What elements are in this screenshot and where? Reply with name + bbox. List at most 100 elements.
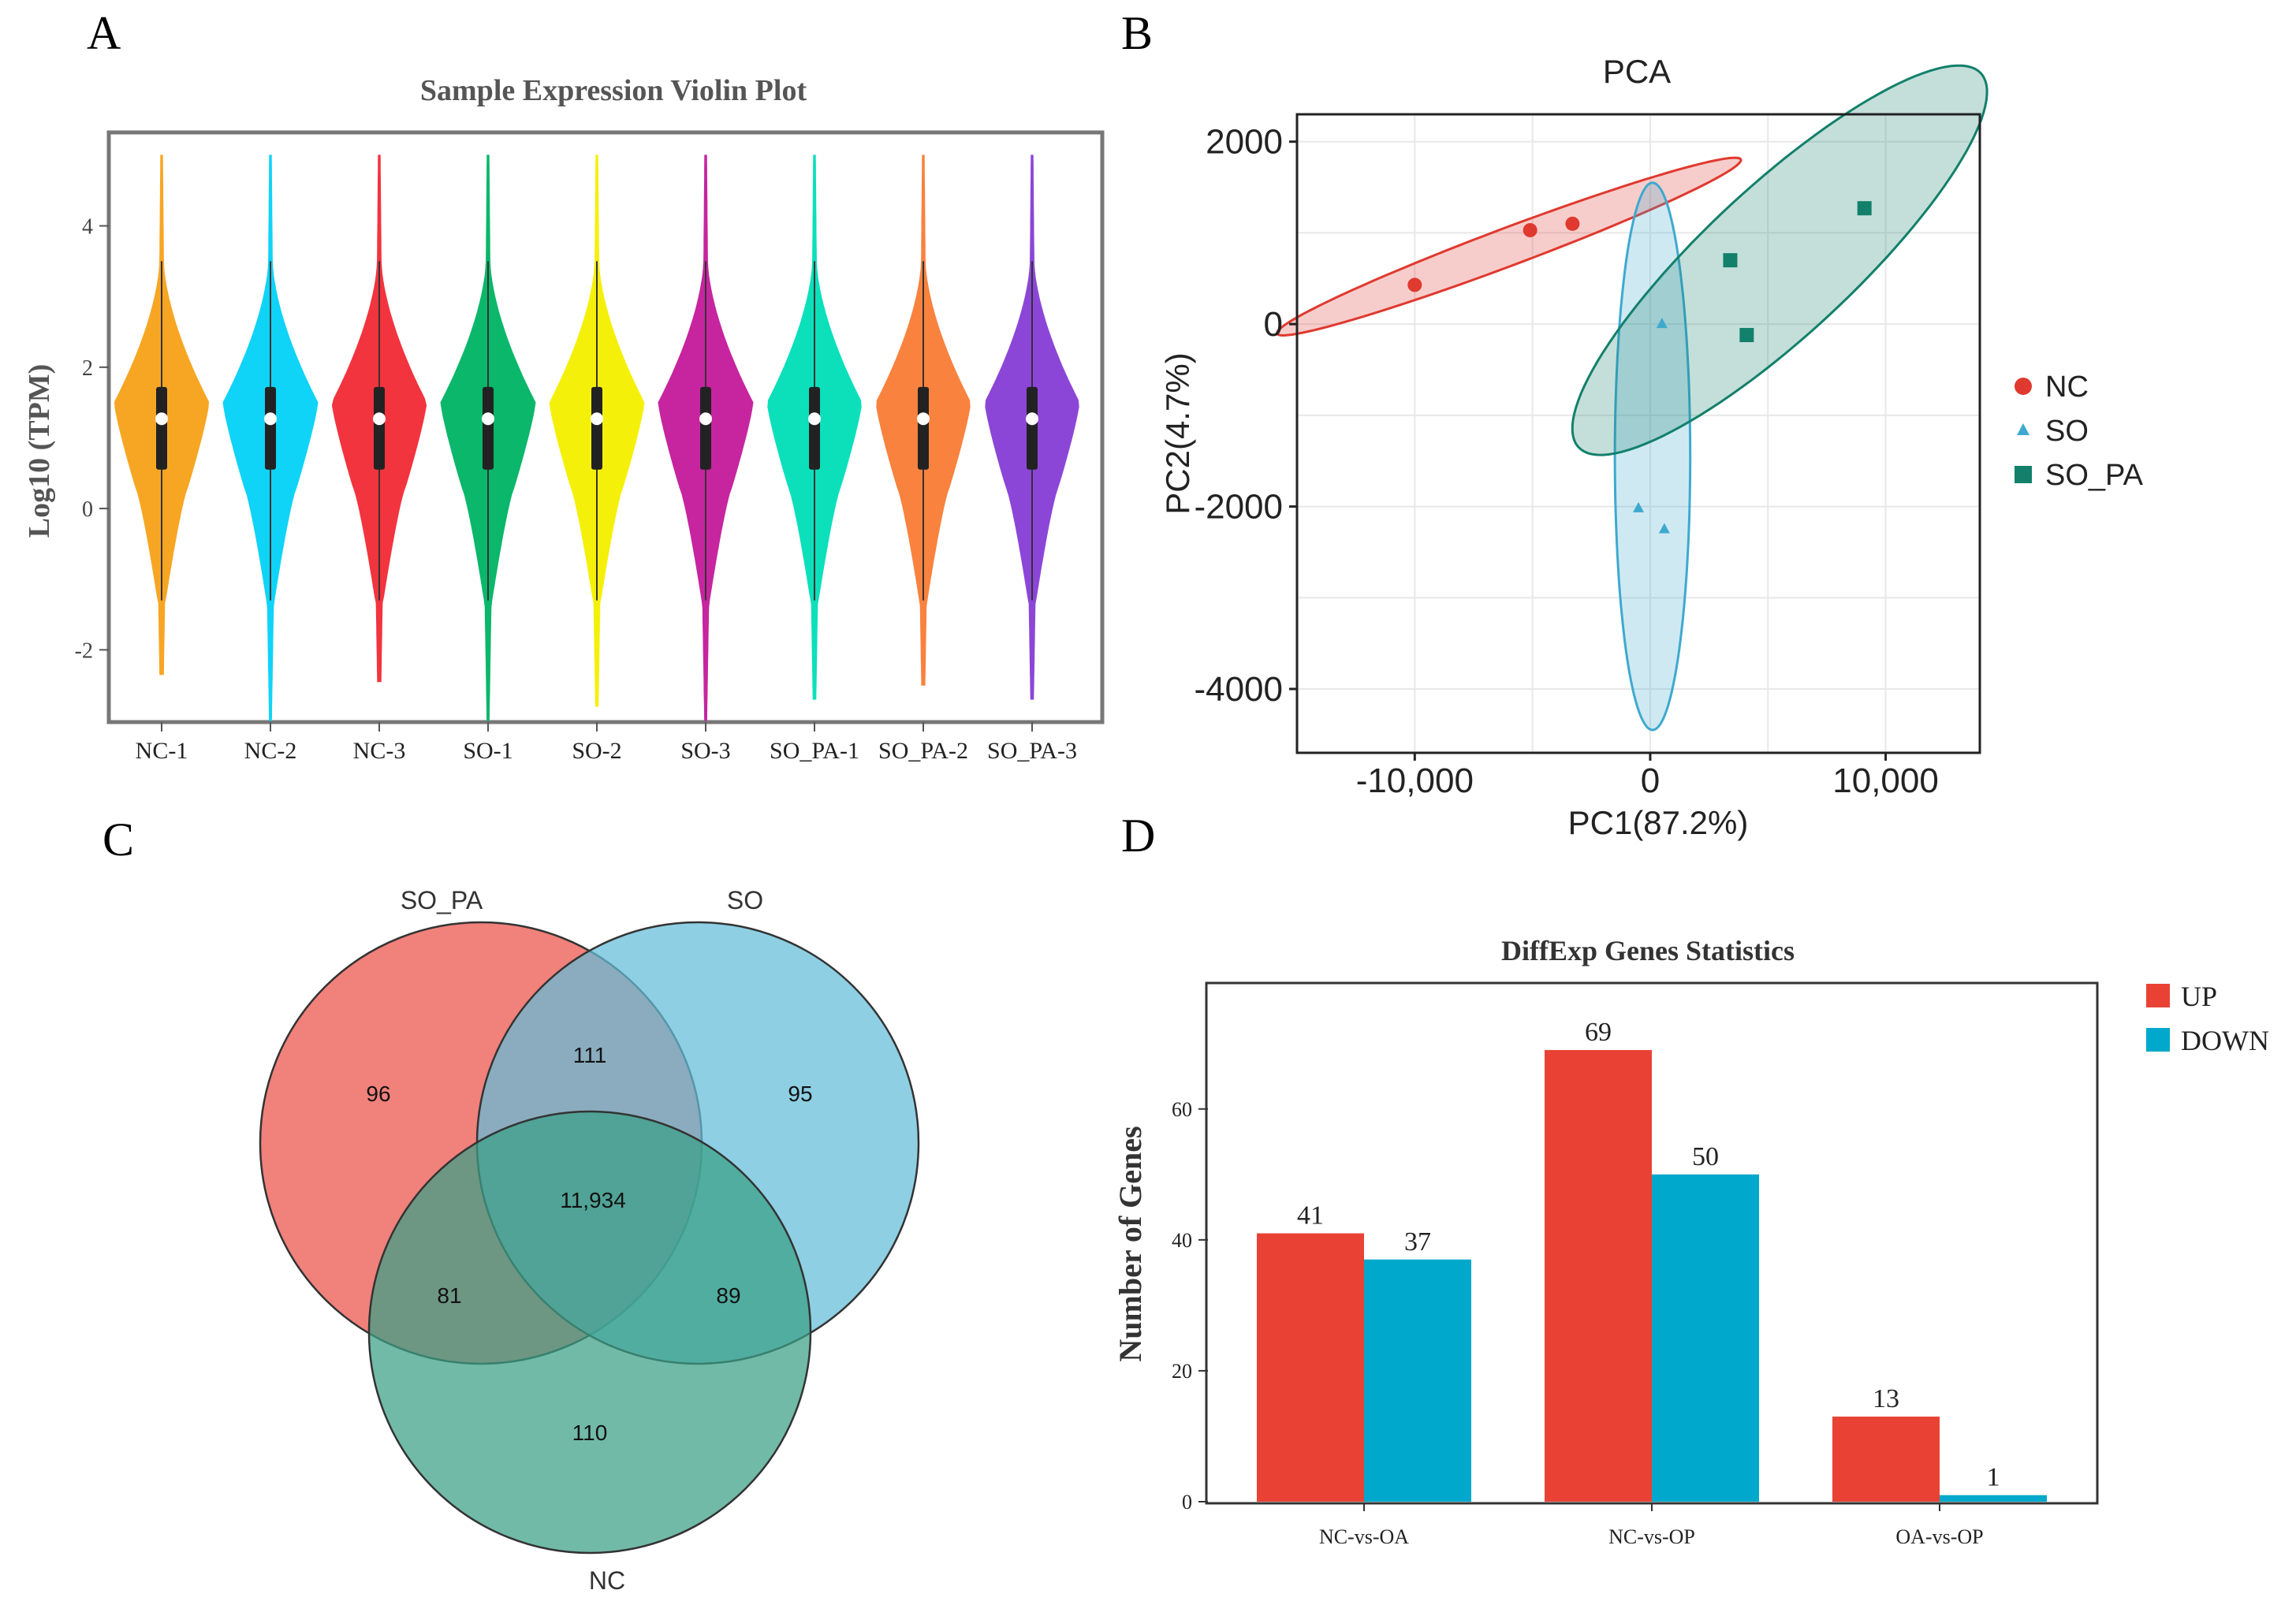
venn-set-label-so-pa: SO_PA — [401, 886, 483, 914]
bar-data-label: 41 — [1297, 1201, 1324, 1231]
violin-median — [699, 412, 712, 426]
venn-count-all-three: 11,934 — [560, 1188, 626, 1212]
pca-point-so — [1658, 523, 1670, 534]
violin-box — [156, 386, 167, 470]
violin-plot-title: Sample Expression Violin Plot — [420, 74, 807, 107]
pca-x-axis-label: PC1(87.2%) — [1568, 804, 1749, 841]
x-tick-label-so_pa-1: SO_PA-1 — [770, 738, 859, 764]
y-tick-label: -2000 — [1194, 488, 1283, 527]
violin-box — [809, 386, 820, 470]
violin-box — [700, 386, 711, 470]
pca-panel: PCA -10,000 0 10,000 -4000 -2000 0 2000 PC1(87… — [1159, 53, 2144, 841]
pca-plot-area — [1297, 114, 1980, 753]
x-tick-label: 10,000 — [1832, 761, 1939, 800]
violin-box — [918, 386, 929, 470]
pca-point-so — [1633, 501, 1644, 512]
violin-y-axis-label: Log10 (TPM) — [23, 364, 56, 538]
pca-y-axis-label: PC2(4.7%) — [1159, 352, 1196, 514]
legend-marker-nc — [2015, 378, 2032, 395]
venn-circle-nc — [367, 1110, 812, 1555]
venn-count-nc-only: 110 — [572, 1421, 608, 1445]
pca-ellipses — [1275, 64, 1988, 732]
bar-y-axis-label: Number of Genes — [1113, 1126, 1148, 1361]
x-tick-label: NC-vs-OA — [1319, 1525, 1409, 1548]
bar-chart-title: DiffExp Genes Statistics — [1501, 935, 1795, 966]
y-tick-label: 0 — [1264, 305, 1283, 344]
violin-median — [1026, 412, 1038, 426]
venn-set-label-so: SO — [727, 886, 763, 914]
bar-chart-panel: DiffExp Genes Statistics 41 37 69 50 13 1 NC-… — [1113, 935, 2269, 1548]
venn-count-so-pa-and-so: 111 — [573, 1043, 607, 1067]
bar-data-label: 50 — [1692, 1142, 1719, 1171]
x-tick-label-nc-1: NC-1 — [136, 738, 188, 764]
bar-data-label: 69 — [1585, 1018, 1612, 1047]
violin-median — [917, 412, 930, 426]
venn-set-label-nc: NC — [589, 1566, 625, 1595]
legend-label-so_pa: SO_PA — [2045, 459, 2144, 492]
venn-count-so-pa-and-nc: 81 — [437, 1283, 461, 1308]
y-tick-label: 60 — [1172, 1098, 1192, 1121]
violin-median — [155, 412, 168, 426]
x-tick-label-nc-3: NC-3 — [353, 738, 406, 764]
pca-grid — [1297, 114, 1980, 753]
violin-median — [591, 412, 603, 426]
legend-label-up: UP — [2181, 981, 2217, 1012]
x-tick-label-so-2: SO-2 — [572, 738, 621, 764]
venn-count-so-only: 95 — [788, 1082, 812, 1106]
pca-legend: NC SO SO_PA — [2015, 370, 2144, 492]
legend-swatch-up — [2146, 984, 2170, 1007]
bar-up-nc-vs-oa — [1257, 1233, 1364, 1502]
pca-point-so_pa — [1723, 253, 1738, 268]
pca-point-so_pa — [1739, 328, 1754, 343]
x-tick-label-so_pa-2: SO_PA-2 — [878, 738, 968, 764]
bar-up-oa-vs-op — [1832, 1417, 1940, 1502]
pca-ellipse-so — [1613, 181, 1692, 732]
violin-box — [374, 386, 385, 470]
legend-marker-so_pa — [2015, 466, 2032, 483]
pca-point-nc — [1407, 277, 1422, 292]
pca-ellipse-so_pa — [1571, 64, 1988, 456]
legend-label-down: DOWN — [2181, 1025, 2269, 1056]
venn-panel: SO_PA SO NC 96 95 111 11,934 81 89 110 — [259, 886, 920, 1595]
violin-plot-panel: Sample Expression Violin Plot NC-1 NC-2 NC… — [23, 74, 1105, 764]
legend-marker-so — [2017, 423, 2030, 435]
x-tick-label-nc-2: NC-2 — [244, 738, 297, 764]
violin-box — [591, 386, 602, 470]
bar-data-label: 13 — [1873, 1384, 1899, 1413]
panel-label-a: A — [87, 7, 121, 59]
pca-point-nc — [1523, 222, 1538, 237]
pca-points — [1407, 201, 1872, 534]
bar-layer: 41 37 69 50 13 1 — [1257, 1018, 2047, 1502]
x-tick-label: OA-vs-OP — [1895, 1525, 1983, 1548]
panel-label-c: C — [102, 814, 134, 866]
pca-title: PCA — [1603, 53, 1671, 90]
violin-median — [482, 412, 494, 426]
y-tick-label: 40 — [1172, 1229, 1192, 1252]
pca-axes: -10,000 0 10,000 -4000 -2000 0 2000 — [1194, 123, 1938, 800]
venn-count-so-and-nc: 89 — [716, 1283, 740, 1308]
x-tick-label-so_pa-3: SO_PA-3 — [987, 738, 1077, 764]
bar-down-nc-vs-oa — [1364, 1259, 1471, 1502]
violin-median — [808, 412, 821, 426]
violin-layer — [114, 155, 1079, 721]
violin-box — [483, 386, 494, 470]
violin-median — [264, 412, 277, 426]
bar-axes: NC-vs-OA NC-vs-OP OA-vs-OP 0 20 40 60 — [1172, 1098, 1984, 1548]
pca-point-so_pa — [1857, 201, 1872, 216]
bar-down-nc-vs-op — [1652, 1174, 1759, 1502]
legend-swatch-down — [2146, 1028, 2170, 1052]
x-tick-label: NC-vs-OP — [1608, 1525, 1695, 1548]
pca-point-so — [1656, 318, 1668, 329]
y-tick-label: 20 — [1172, 1360, 1192, 1383]
y-tick-label: 2 — [82, 356, 93, 381]
x-tick-label: 0 — [1641, 761, 1660, 800]
pca-ellipse-nc — [1275, 156, 1742, 337]
legend-label-so: SO — [2045, 415, 2089, 448]
violin-plot-area — [106, 130, 1105, 724]
x-tick-label-so-3: SO-3 — [680, 738, 730, 764]
x-tick-label: -10,000 — [1356, 761, 1474, 800]
venn-count-so-pa-only: 96 — [366, 1082, 390, 1106]
y-tick-label: 2000 — [1206, 123, 1283, 162]
y-tick-label: -2 — [75, 639, 93, 663]
